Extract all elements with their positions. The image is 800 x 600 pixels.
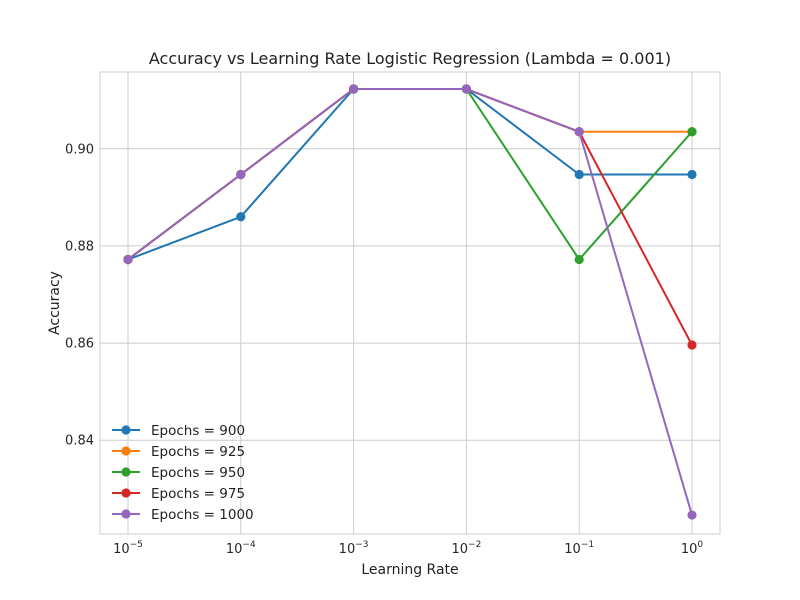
legend-item: Epochs = 900 xyxy=(112,423,245,439)
legend-item: Epochs = 1000 xyxy=(112,507,254,523)
legend-marker xyxy=(121,425,131,435)
x-tick-exponent: −3 xyxy=(355,540,368,550)
x-tick-base: 10 xyxy=(451,542,468,557)
data-point xyxy=(574,127,584,137)
y-tick-labels: 0.84 0.86 0.88 0.90 xyxy=(65,142,94,448)
series-4 xyxy=(123,84,697,520)
x-tick-base: 10 xyxy=(339,542,356,557)
x-tick-label: 10−1 xyxy=(564,540,594,557)
data-point xyxy=(687,169,697,180)
grid xyxy=(100,72,720,534)
legend: Epochs = 900 Epochs = 925 Epochs = 950 Epoc… xyxy=(112,423,254,523)
legend-label: Epochs = 925 xyxy=(151,444,245,460)
y-tick-label: 0.90 xyxy=(65,142,94,157)
x-axis-label: Learning Rate xyxy=(361,562,458,578)
legend-label: Epochs = 950 xyxy=(151,465,245,481)
x-tick-base: 10 xyxy=(226,542,243,557)
chart-title: Accuracy vs Learning Rate Logistic Regre… xyxy=(149,49,671,68)
data-point xyxy=(687,510,697,520)
legend-label: Epochs = 900 xyxy=(151,423,245,439)
legend-item: Epochs = 925 xyxy=(112,444,245,460)
x-tick-label: 10−2 xyxy=(451,540,481,557)
x-tick-label: 10−3 xyxy=(339,540,369,557)
legend-label: Epochs = 1000 xyxy=(151,507,254,523)
x-tick-exponent: −2 xyxy=(468,540,481,550)
x-tick-base: 10 xyxy=(564,542,581,557)
x-tick-labels: 10−5 10−4 10−3 10−2 10−1 100 xyxy=(113,540,703,557)
x-tick-label: 10−5 xyxy=(113,540,143,557)
data-point xyxy=(687,127,697,137)
x-tick-exponent: 0 xyxy=(697,540,703,550)
data-point xyxy=(236,169,246,180)
data-point xyxy=(461,84,471,94)
data-point xyxy=(687,340,697,350)
y-axis-label: Accuracy xyxy=(47,271,63,335)
x-tick-exponent: −1 xyxy=(581,540,594,550)
legend-marker xyxy=(121,446,131,456)
y-tick-label: 0.86 xyxy=(65,337,94,352)
x-tick-base: 10 xyxy=(113,542,130,557)
legend-item: Epochs = 950 xyxy=(112,465,245,481)
x-tick-exponent: −4 xyxy=(242,540,256,550)
legend-item: Epochs = 975 xyxy=(112,486,245,502)
data-point xyxy=(123,254,133,265)
series-group xyxy=(123,84,697,520)
x-tick-exponent: −5 xyxy=(130,540,143,550)
x-tick-base: 10 xyxy=(681,542,698,557)
legend-marker xyxy=(121,509,131,519)
legend-label: Epochs = 975 xyxy=(151,486,245,502)
series-line xyxy=(127,88,693,516)
y-tick-label: 0.84 xyxy=(65,434,94,449)
x-tick-label: 100 xyxy=(681,540,704,557)
data-point xyxy=(574,254,584,265)
x-tick-label: 10−4 xyxy=(226,540,256,557)
legend-marker xyxy=(121,467,131,477)
data-point xyxy=(349,84,359,94)
data-point xyxy=(236,212,246,222)
y-tick-label: 0.88 xyxy=(65,239,94,254)
data-point xyxy=(574,169,584,180)
legend-marker xyxy=(121,488,131,498)
plot-frame xyxy=(99,71,721,535)
